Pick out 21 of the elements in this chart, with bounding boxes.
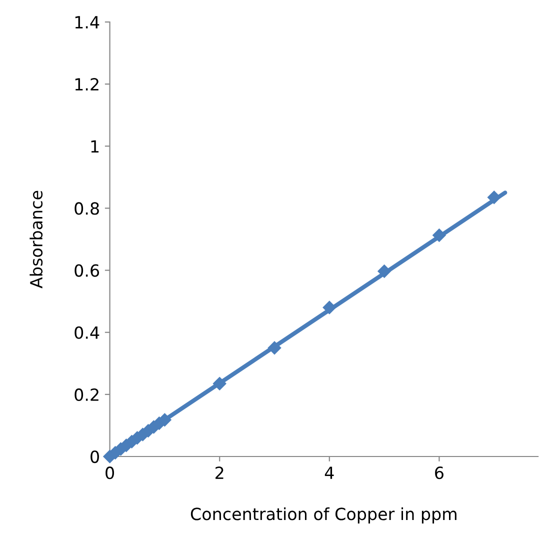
x-tick-label: 2 xyxy=(216,466,224,479)
point xyxy=(213,376,226,390)
y-axis-title: Absorbance xyxy=(30,190,43,288)
y-tick-label: 1 xyxy=(91,140,99,152)
y-tick-label: 1.4 xyxy=(75,16,100,28)
point xyxy=(322,300,336,314)
x-tick-label: 6 xyxy=(435,466,444,480)
point xyxy=(268,341,282,354)
x-tick-label: 0 xyxy=(106,466,114,480)
x-axis-title: Concentration of Copper in ppm xyxy=(190,507,456,524)
point xyxy=(158,413,172,426)
y-tick-label: 1.2 xyxy=(75,78,98,90)
point xyxy=(378,264,391,278)
point xyxy=(432,228,446,242)
y-tick-label: 0.8 xyxy=(74,202,99,215)
y-tick-label: 0.2 xyxy=(74,388,98,401)
x-tick-label: 4 xyxy=(324,466,334,479)
y-tick-label: 0.6 xyxy=(74,264,100,277)
point xyxy=(488,190,501,204)
y-tick-label: 0 xyxy=(90,450,99,464)
y-tick-label: 0.4 xyxy=(74,326,100,339)
